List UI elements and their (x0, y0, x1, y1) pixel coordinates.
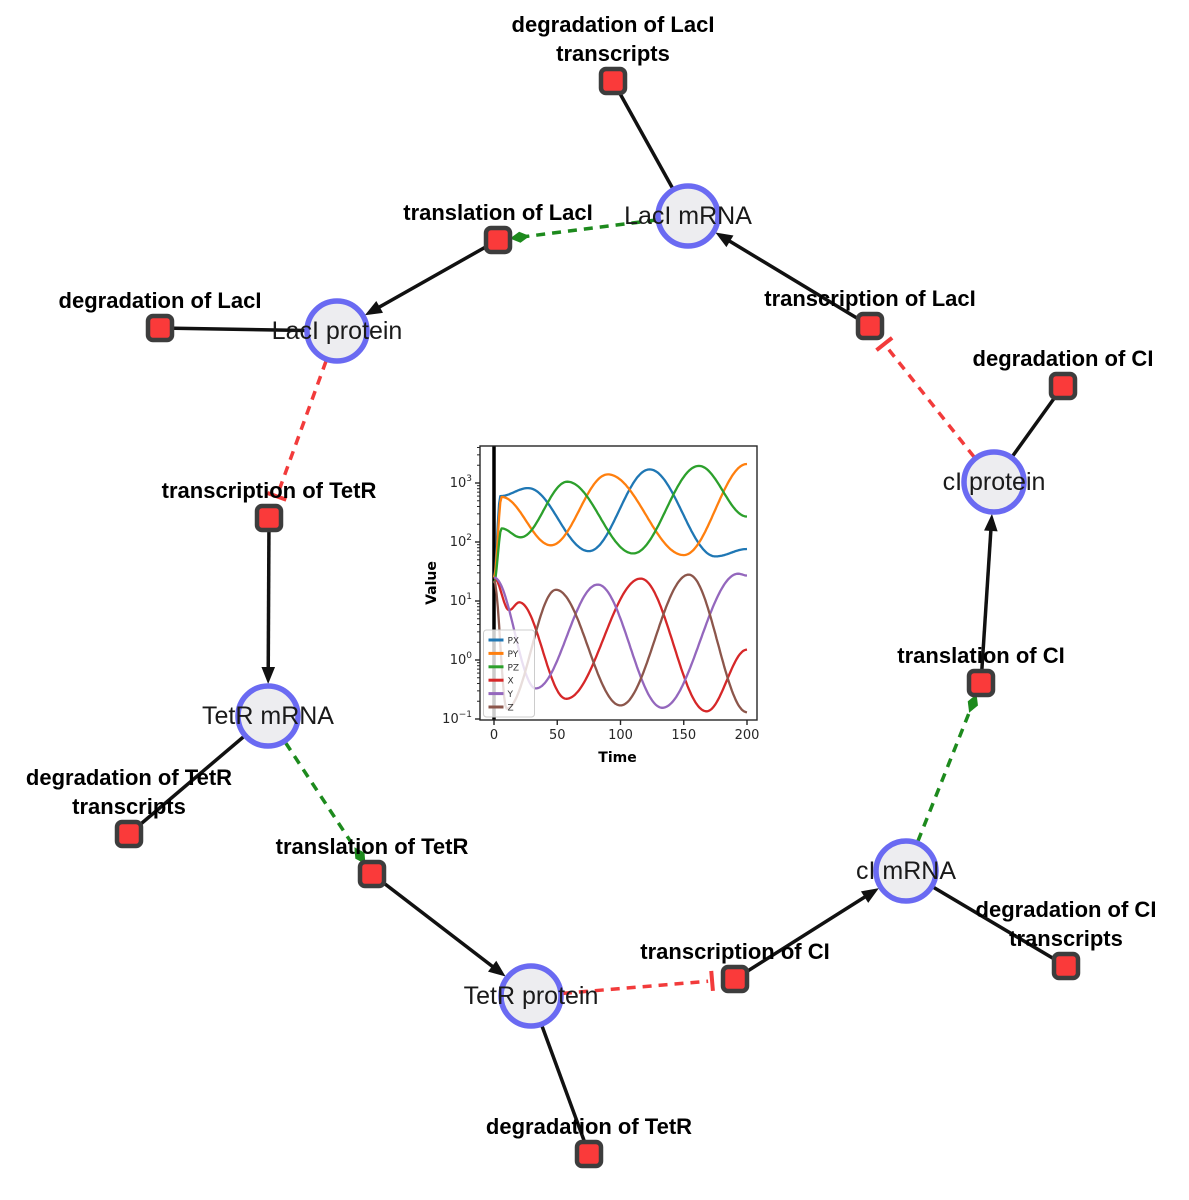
diamond-arrowhead-icon (509, 231, 530, 243)
reaction-label-deg-tetr-tx-line1: degradation of TetR (26, 765, 232, 790)
reaction-label-deg-tetr-tx-line2: transcripts (72, 794, 186, 819)
edges-layer (127, 80, 1067, 1155)
legend-label-X: X (508, 677, 514, 687)
product-edge-txn-ci-ci-mrna (734, 888, 879, 981)
modifier-edge-ci-mrna-transl-ci (904, 694, 978, 872)
arrowhead-icon (984, 513, 998, 532)
x-tick-label: 50 (549, 728, 566, 743)
x-tick-label: 0 (490, 728, 498, 743)
reaction-label-transl-laci-line1: translation of LacI (403, 200, 592, 225)
reaction-nodes-layer (114, 66, 1081, 1169)
x-tick-label: 150 (671, 728, 696, 743)
reaction-node-txn-tetr[interactable] (254, 503, 284, 533)
diamond-arrowhead-icon (354, 847, 366, 864)
product-edge-txn-laci-laci-mrna (715, 232, 871, 328)
y-tick-label: 101 (450, 592, 472, 609)
reaction-label-transl-tetr-line1: translation of TetR (276, 834, 469, 859)
legend-label-PY: PY (508, 650, 519, 660)
legend-label-PZ: PZ (508, 663, 520, 673)
inhibition-edge-tetr-protein-txn-ci (530, 970, 715, 998)
y-axis-label: Value (424, 561, 440, 605)
reaction-label-deg-laci-tx-line1: degradation of LacI (512, 12, 715, 37)
y-tick-label: 102 (450, 533, 472, 550)
modifier-edge-laci-mrna-transl-laci (509, 214, 689, 243)
product-edge-txn-tetr-tetr-mrna (261, 517, 276, 685)
labels-layer: LacI mRNA LacI protein TetR mRNA TetR prote… (26, 12, 1157, 1139)
species-node-ci-protein[interactable] (961, 449, 1027, 515)
modifier-edge-tetr-mrna-transl-tetr (266, 715, 366, 864)
inset-chart: 0 50 100 150 20010−1100101102103TimeValuePXP… (418, 436, 775, 775)
species-node-ci-mrna[interactable] (873, 838, 939, 904)
y-tick-label: 100 (450, 651, 473, 668)
species-label-ci-mrna: cI mRNA (856, 857, 956, 885)
x-tick-label: 200 (735, 728, 760, 743)
y-tick-label: 10−1 (442, 710, 472, 727)
product-edge-transl-laci-laci-protein (364, 238, 499, 316)
reaction-node-deg-ci[interactable] (1048, 371, 1078, 401)
reaction-label-deg-ci-tx-line2: transcripts (1009, 926, 1123, 951)
reaction-node-deg-tetr[interactable] (574, 1139, 604, 1169)
species-label-ci-protein: cI protein (943, 468, 1046, 496)
reaction-label-txn-laci-line1: transcription of LacI (764, 286, 975, 311)
product-edge-transl-tetr-tetr-protein (370, 872, 506, 977)
reaction-node-transl-laci[interactable] (483, 225, 513, 255)
legend-label-Y: Y (507, 690, 514, 700)
species-node-tetr-mrna[interactable] (235, 683, 301, 749)
reaction-node-transl-ci[interactable] (966, 668, 996, 698)
reaction-label-deg-laci-line1: degradation of LacI (59, 288, 262, 313)
diamond-arrowhead-icon (967, 694, 978, 713)
tbar-inhibition-icon (875, 336, 894, 352)
tbar-inhibition-icon (266, 491, 287, 502)
species-nodes-layer (235, 183, 1027, 1029)
x-axis-label: Time (598, 750, 636, 766)
series-line-PY (492, 462, 748, 578)
arrowhead-icon (487, 960, 506, 977)
product-edge-transl-ci-ci-protein (979, 513, 998, 684)
reaction-label-txn-ci-line1: transcription of CI (640, 939, 829, 964)
reaction-label-deg-tetr-line1: degradation of TetR (486, 1114, 692, 1139)
species-node-laci-protein[interactable] (304, 298, 370, 364)
species-node-laci-mrna[interactable] (655, 183, 721, 249)
reaction-node-deg-laci[interactable] (145, 313, 175, 343)
reaction-label-transl-ci-line1: translation of CI (897, 643, 1064, 668)
species-label-laci-protein: LacI protein (272, 317, 403, 345)
reaction-label-deg-laci-tx-line2: transcripts (556, 41, 670, 66)
inhibition-edge-ci-protein-txn-laci (875, 336, 996, 484)
species-label-laci-mrna: LacI mRNA (624, 202, 752, 230)
arrowhead-icon (715, 232, 734, 248)
reaction-node-txn-ci[interactable] (720, 964, 750, 994)
y-tick-label: 103 (450, 474, 472, 491)
species-label-tetr-protein: TetR protein (464, 982, 599, 1010)
series-line-Z (492, 573, 748, 714)
species-label-tetr-mrna: TetR mRNA (202, 702, 334, 730)
series-line-PX (492, 468, 748, 578)
legend-label-PX: PX (508, 637, 520, 647)
reaction-node-txn-laci[interactable] (855, 311, 885, 341)
reaction-label-deg-ci-line1: degradation of CI (973, 346, 1154, 371)
chart-legend: PX PY PZ XYZ (483, 629, 535, 718)
arrowhead-icon (860, 888, 879, 903)
x-tick-label: 100 (608, 728, 633, 743)
species-node-tetr-protein[interactable] (498, 963, 564, 1029)
arrowhead-icon (364, 300, 384, 316)
series-line-Y (493, 572, 747, 709)
reaction-node-deg-tetr-tx[interactable] (114, 819, 144, 849)
series-line-PZ (492, 464, 747, 584)
plot-area (492, 446, 748, 720)
reaction-label-txn-tetr-line1: transcription of TetR (162, 478, 377, 503)
inhibition-edge-laci-protein-txn-tetr (266, 330, 339, 502)
reaction-label-deg-ci-tx-line1: degradation of CI (976, 897, 1157, 922)
legend-label-Z: Z (508, 704, 514, 714)
arrowhead-icon (261, 666, 276, 685)
tbar-inhibition-icon (709, 970, 715, 992)
reaction-node-deg-ci-tx[interactable] (1051, 951, 1081, 981)
reaction-node-transl-tetr[interactable] (357, 859, 387, 889)
reaction-node-deg-laci-tx[interactable] (598, 66, 628, 96)
